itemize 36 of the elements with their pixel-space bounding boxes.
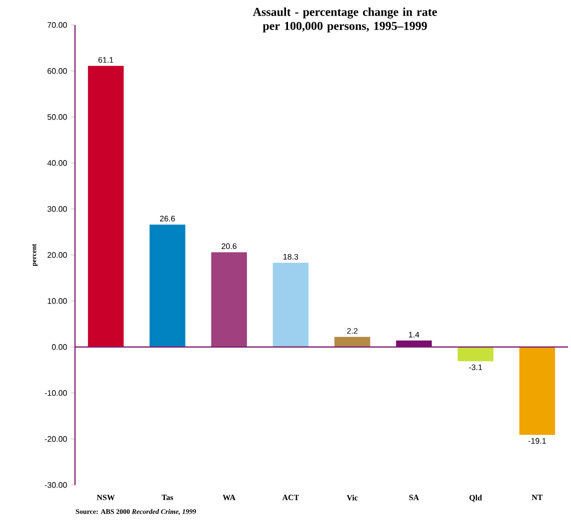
data-label: 2.2 [347,328,358,334]
bar [272,262,309,347]
data-label: -19.1 [528,438,546,444]
y-tick-label: 10.00 [48,298,67,304]
data-label: 18.3 [284,254,298,260]
bar [88,66,124,347]
x-tick-label: ACT [282,494,299,500]
data-label: -3.1 [469,364,482,370]
y-tick-label: 50.00 [47,114,67,120]
bar [458,346,494,362]
y-tick-label: 60.00 [48,68,67,74]
data-label: 1.4 [408,332,420,338]
y-tick-label: 30.00 [47,206,67,212]
x-tick-label: NT [532,494,543,500]
y-tick-label: 40.00 [47,160,67,166]
y-tick-label: -10.00 [44,390,67,396]
x-tick-label: Tas [162,494,174,500]
data-label: 26.6 [160,216,175,222]
data-label: 61.1 [98,57,114,63]
x-tick-label: SA [409,494,419,500]
bar [334,336,370,347]
y-tick-label: 70.00 [48,22,67,28]
y-tick-label: 20.00 [48,252,67,258]
x-tick-label: WA [222,494,236,500]
x-tick-label: Qld [470,494,482,502]
x-tick-label: Vic [346,494,358,500]
bar [396,340,432,347]
y-tick-label: -30.00 [44,482,67,488]
data-label: 20.6 [222,243,236,250]
bar [519,346,556,435]
y-tick-label: 0.00 [52,344,67,350]
chart-title: Assault - percentage change in rate per 100,000 persons, 1995–1999 [252,8,437,32]
bar [150,224,186,347]
x-tick-label: NSW [96,494,115,500]
y-tick-label: -20.00 [44,436,67,442]
bar [211,252,247,347]
